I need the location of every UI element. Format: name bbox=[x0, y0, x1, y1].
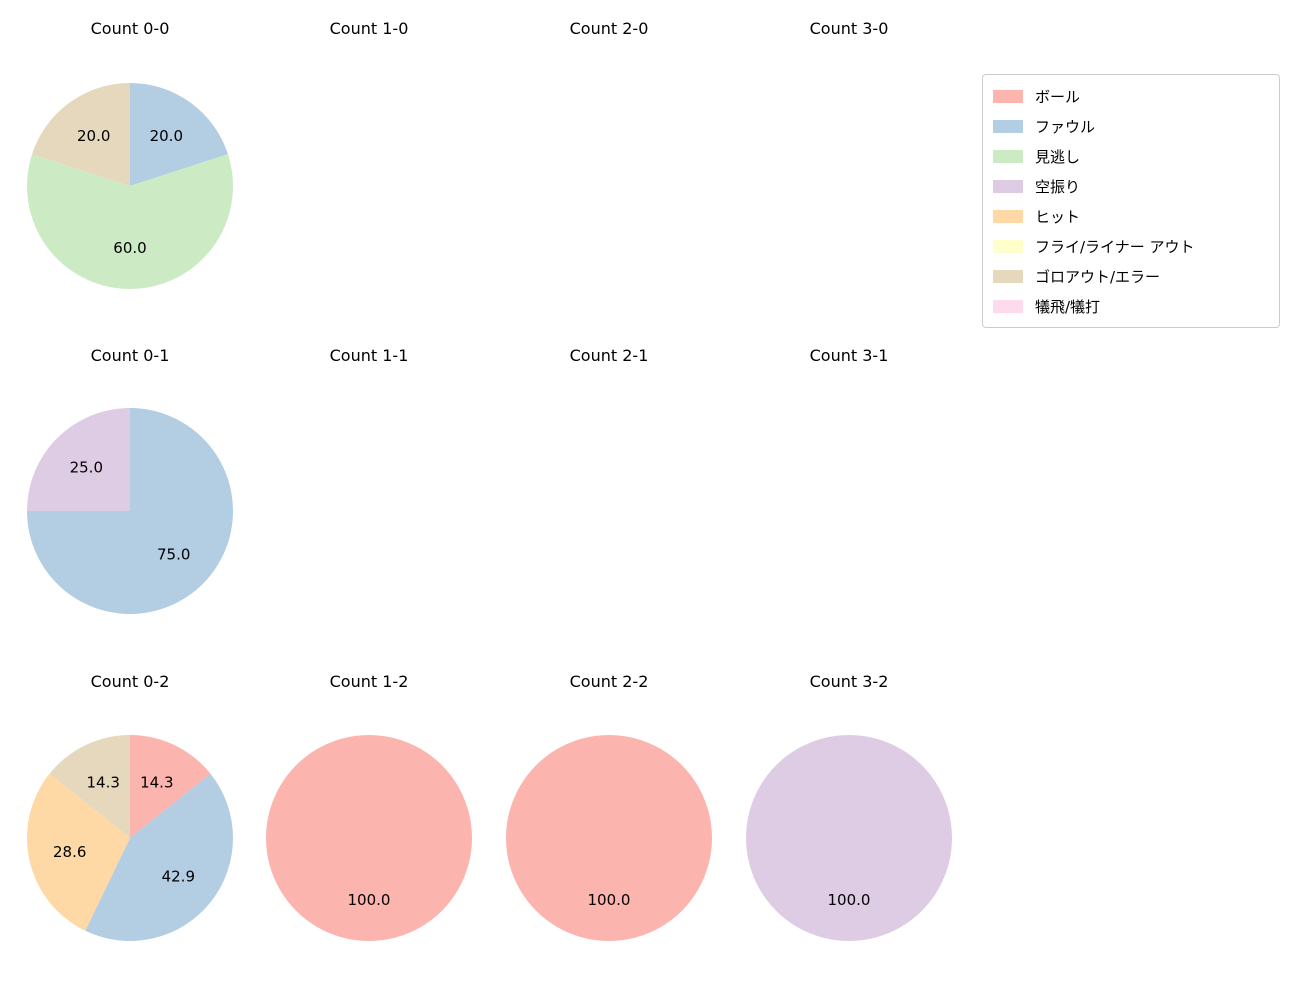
chart-title: Count 2-2 bbox=[569, 672, 649, 691]
pie-chart-count-2-2: 100.0 bbox=[505, 735, 712, 941]
legend-item-label: ゴロアウト/エラー bbox=[1035, 267, 1161, 286]
pie-percentage-label: 100.0 bbox=[588, 891, 631, 909]
legend-item-label: 見逃し bbox=[1035, 147, 1081, 166]
legend-item: ゴロアウト/エラー bbox=[993, 261, 1269, 291]
legend-color-swatch bbox=[993, 89, 1023, 103]
pie-percentage-label: 60.0 bbox=[113, 239, 146, 257]
chart-title: Count 2-0 bbox=[569, 19, 649, 38]
legend-item-label: ヒット bbox=[1035, 207, 1081, 226]
pie-slice-空振り bbox=[27, 408, 130, 511]
pie-percentage-label: 14.3 bbox=[140, 773, 173, 791]
pie-slice-ボール bbox=[130, 735, 211, 838]
legend-item: フライ/ライナー アウト bbox=[993, 231, 1269, 261]
chart-title: Count 3-0 bbox=[809, 19, 889, 38]
legend-item: 空振り bbox=[993, 171, 1269, 201]
legend-color-swatch bbox=[993, 299, 1023, 313]
pie-slice-ファウル bbox=[85, 773, 234, 942]
pie-slice-ゴロアウト/エラー bbox=[32, 83, 130, 186]
chart-title: Count 3-1 bbox=[809, 346, 889, 365]
pie-slice-ゴロアウト/エラー bbox=[49, 735, 130, 838]
legend-item-label: 犠飛/犠打 bbox=[1035, 297, 1101, 316]
legend-item-label: フライ/ライナー アウト bbox=[1035, 237, 1195, 256]
legend-item: ボール bbox=[993, 81, 1269, 111]
pie-chart-count-0-1: 75.0 25.0 bbox=[27, 408, 233, 614]
pie-percentage-label: 100.0 bbox=[828, 891, 871, 909]
legend: ボールファウル見逃し空振りヒットフライ/ライナー アウト ゴロアウト/エラー 犠飛/… bbox=[982, 74, 1280, 328]
pie-slice-ヒット bbox=[26, 773, 131, 931]
pie-slice-見逃し bbox=[27, 154, 233, 289]
chart-title: Count 2-1 bbox=[569, 346, 649, 365]
chart-title: Count 1-2 bbox=[329, 672, 409, 691]
pie-percentage-label: 42.9 bbox=[162, 868, 195, 886]
legend-item: 犠飛/犠打 bbox=[993, 291, 1269, 321]
chart-title: Count 0-0 bbox=[90, 19, 170, 38]
legend-item: ヒット bbox=[993, 201, 1269, 231]
pie-chart-count-3-2: 100.0 bbox=[745, 735, 952, 941]
legend-color-swatch bbox=[993, 149, 1023, 163]
chart-title: Count 0-2 bbox=[90, 672, 170, 691]
legend-item-label: ボール bbox=[1035, 87, 1081, 106]
pie-chart-count-0-2: 14.3 42.9 28.6 14.3 bbox=[26, 735, 234, 942]
pie-slice-ボール bbox=[265, 735, 472, 941]
chart-title: Count 3-2 bbox=[809, 672, 889, 691]
legend-color-swatch bbox=[993, 209, 1023, 223]
chart-title: Count 1-1 bbox=[329, 346, 409, 365]
pie-slice-空振り bbox=[745, 735, 952, 941]
pie-percentage-label: 75.0 bbox=[157, 546, 190, 564]
legend-item-label: ファウル bbox=[1035, 117, 1096, 136]
pie-chart-count-1-2: 100.0 bbox=[265, 735, 472, 941]
legend-item-label: 空振り bbox=[1035, 177, 1081, 196]
pie-percentage-label: 20.0 bbox=[77, 127, 110, 145]
chart-title: Count 1-0 bbox=[329, 19, 409, 38]
legend-color-swatch bbox=[993, 239, 1023, 253]
legend-color-swatch bbox=[993, 119, 1023, 133]
chart-title: Count 0-1 bbox=[90, 346, 170, 365]
pie-chart-count-0-0: 20.0 60.0 20.0 bbox=[27, 83, 233, 289]
legend-item: ファウル bbox=[993, 111, 1269, 141]
legend-color-swatch bbox=[993, 269, 1023, 283]
pie-percentage-label: 14.3 bbox=[86, 773, 119, 791]
pie-percentage-label: 25.0 bbox=[70, 458, 103, 476]
pie-percentage-label: 20.0 bbox=[150, 127, 183, 145]
pie-slice-ファウル bbox=[130, 83, 228, 186]
legend-color-swatch bbox=[993, 179, 1023, 193]
pie-percentage-label: 28.6 bbox=[53, 843, 86, 861]
pie-percentage-label: 100.0 bbox=[348, 891, 391, 909]
pie-slice-ボール bbox=[505, 735, 712, 941]
legend-item: 見逃し bbox=[993, 141, 1269, 171]
